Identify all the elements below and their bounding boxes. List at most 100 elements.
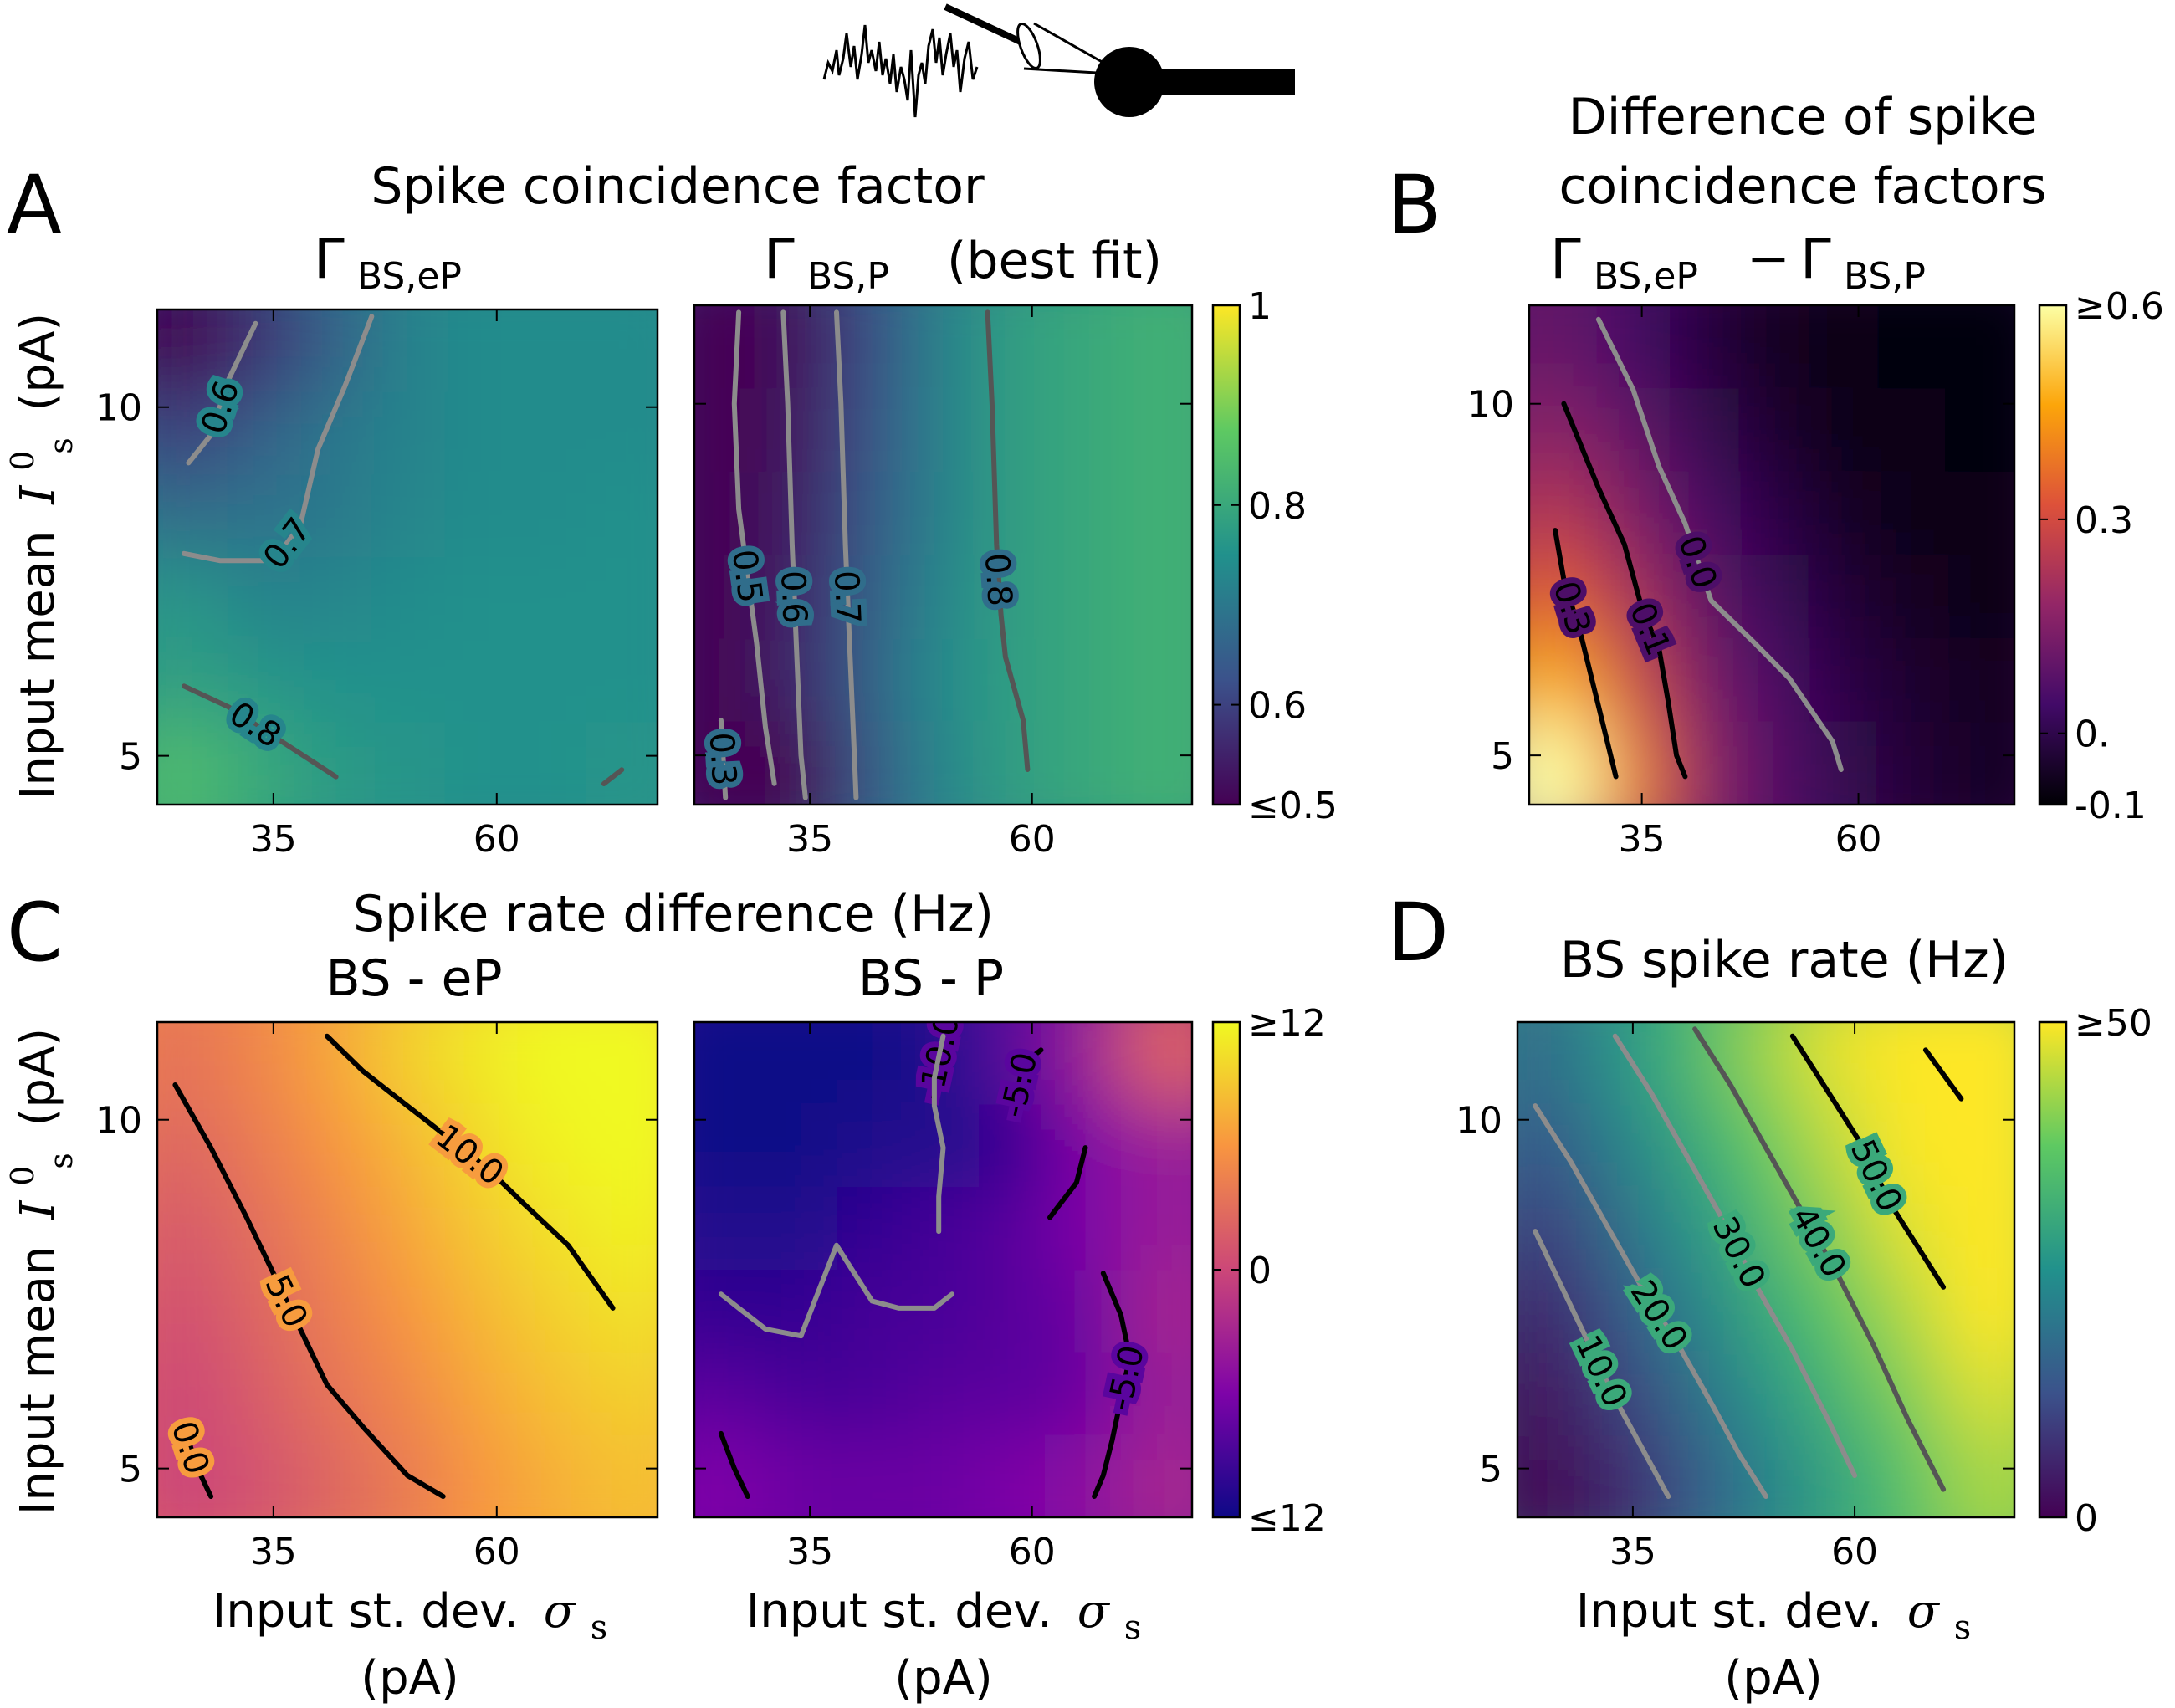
heatmap-cell [228, 1352, 301, 1436]
heatmap-cell [586, 474, 658, 558]
heatmap-cell [694, 721, 766, 805]
heatmap-cell [694, 1022, 766, 1106]
contour-label: 0.5 [724, 547, 770, 605]
colorbar-tick-label: ≥0.6 [2075, 285, 2164, 328]
colorbar-gradient [2038, 1020, 2068, 1519]
x-tick-label: 35 [1610, 1531, 1656, 1573]
heatmap-cell [228, 391, 301, 476]
heatmap-cell [1659, 1270, 1732, 1353]
title-a-right: Γ BS,P (best fit) [764, 227, 1162, 298]
heatmap-cell [1517, 1434, 1589, 1517]
x-tick-label: 35 [250, 1531, 297, 1573]
heatmap-cell [1667, 721, 1738, 805]
heatmap-cell [1588, 1104, 1661, 1189]
heatmap-cell [443, 474, 516, 558]
contour-label: 0.6 [773, 570, 814, 624]
heatmap-cell [586, 1352, 658, 1436]
heatmap-cell [371, 1434, 444, 1517]
panel-letter-c: C [7, 886, 63, 979]
contour-label: 0.7 [826, 570, 867, 624]
colorbar-gradient [2038, 304, 2068, 806]
ylabel-bottom-main: Input mean [11, 1246, 65, 1516]
heatmap-cell [371, 1187, 444, 1271]
x-tick-label: 35 [786, 818, 833, 861]
heatmap-cell [514, 1104, 587, 1189]
heatmap-cell [1667, 305, 1738, 390]
heatmap-cells [157, 1022, 658, 1517]
heatmap-cell [514, 722, 587, 805]
heatmap-cell [514, 1270, 587, 1353]
heatmap-cell [1737, 721, 1808, 805]
heatmap-cell [765, 1104, 837, 1189]
heatmap-cell [765, 1270, 837, 1353]
colorbar-tick-label: 1 [1248, 285, 1272, 328]
colorbar-tick-label: 0.6 [1248, 685, 1307, 728]
heatmap-cell [979, 1434, 1051, 1517]
heatmap-cell [1121, 388, 1192, 473]
heatmap-cell [1667, 388, 1738, 473]
contour-line [834, 309, 859, 800]
heatmap-cell [371, 391, 444, 476]
header-spike-rate-difference: Spike rate difference (Hz) [353, 885, 994, 943]
x-tick-label: 60 [1009, 818, 1056, 861]
contour-line [1533, 1103, 1768, 1499]
x-tick-label: 60 [473, 818, 520, 861]
heatmap-cell [1872, 1434, 1945, 1517]
xlabel-c-left-text: Input st. dev. σ s [212, 1584, 608, 1647]
colorbar-b: ≥0.6 0.3 0. -0.1 [2038, 285, 2164, 827]
heatmap-cell [1943, 1352, 2014, 1436]
x-tick-label: 60 [1835, 818, 1882, 861]
header-difference-line1: Difference of spike [1569, 88, 2038, 146]
contour-line [931, 1033, 946, 1235]
heatmap-cell [979, 721, 1051, 805]
heatmap-cell [1806, 305, 1877, 390]
heatmap-cell [694, 1104, 766, 1189]
heatmap-cell [1121, 1022, 1192, 1106]
xlabel-c-left-symbol: σ [544, 1584, 577, 1639]
heatmap-cell [1806, 555, 1877, 639]
heatmap-cell [1529, 638, 1599, 723]
title-a-right-suffix: (best fit) [947, 232, 1162, 290]
ylabel-bottom-sub: s [43, 1153, 79, 1169]
xlabel-c-left-main: Input st. dev. [212, 1584, 519, 1639]
heatmap-cell [694, 1187, 766, 1271]
colorbar-tick-label: ≥50 [2075, 1002, 2152, 1045]
y-tick-label: 5 [1491, 735, 1514, 778]
heatmap-cell [979, 1352, 1051, 1436]
heatmap-cell [443, 557, 516, 641]
heatmap-cell [1667, 638, 1738, 723]
heatmap-cell [765, 1187, 837, 1271]
colorbar-tick-label: ≤0.5 [1248, 785, 1338, 827]
heatmap-cell [1050, 638, 1122, 723]
colorbar-c-right: ≥12 0 ≤12 [1211, 1002, 1326, 1540]
contour-label: 0.3 [702, 731, 744, 786]
heatmap-cell [228, 557, 301, 641]
heatmap-cell [1806, 472, 1877, 556]
heatmap-cell [371, 309, 444, 393]
contour-line [731, 309, 777, 786]
panel-letter-a: A [7, 158, 62, 252]
heatmap-cell [299, 1434, 373, 1517]
heatmap-cell [765, 472, 837, 556]
heatmap-cell [586, 1187, 658, 1271]
title-a-left-sub: BS,eP [357, 255, 462, 298]
heatmap-cell [157, 639, 230, 724]
heatmap-cell [979, 1022, 1051, 1106]
heatmap-cell [586, 1434, 658, 1517]
heatmap-cell [1517, 1270, 1589, 1353]
heatmap-cell [1121, 305, 1192, 390]
ylabel-top: Input mean I 0 s (pA) [4, 313, 79, 800]
heatmap-cell [514, 557, 587, 641]
electrode-cone [1016, 22, 1041, 70]
heatmap-cell [157, 309, 230, 393]
heatmap-cell [1588, 1434, 1661, 1517]
heatmap-b [1529, 305, 2014, 805]
heatmap-cell [837, 1187, 908, 1271]
heatmap-cell [371, 557, 444, 641]
ylabel-bottom-sup: 0 [4, 1166, 41, 1186]
contour-label-group: 0.3 [696, 725, 750, 792]
title-b: Γ BS,eP − Γ BS,P [1550, 227, 1926, 298]
heatmap-cell [1529, 721, 1599, 805]
heatmap-cell [1876, 388, 1947, 473]
